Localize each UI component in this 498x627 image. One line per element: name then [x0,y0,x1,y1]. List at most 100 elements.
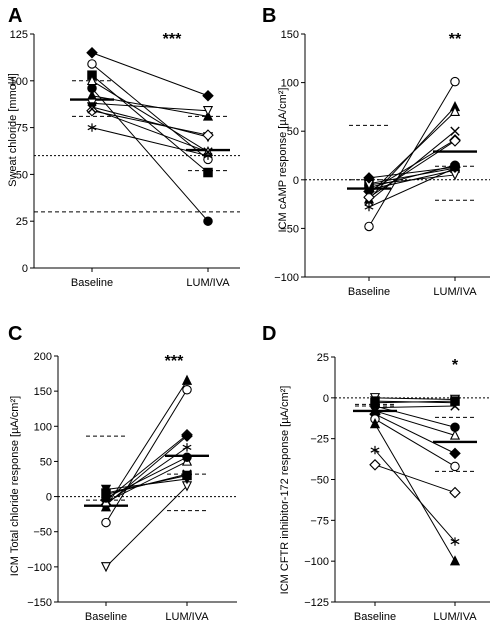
data-point-filled-inverted-triangle [100,484,112,495]
x-tick-label: LUM/IVA [186,277,230,289]
data-point-filled-circle [203,216,213,226]
data-point-filled-square [203,167,213,178]
data-point-filled-inverted-triangle [449,397,461,409]
y-axis-label: Sweat chloride [mmol/l] [7,73,19,187]
data-point-open-circle [450,76,460,87]
paired-line [368,174,456,186]
significance-marker: ** [449,31,462,48]
paired-line [374,464,456,494]
panel-a-sweat-chloride: A *** Sweat chloride [mmol/l] 0 25 50 75 100… [7,5,240,289]
data-point-star [203,151,213,160]
y-tick-label: 100 [10,76,28,88]
y-tick-label: −150 [27,597,52,609]
data-point-filled-diamond [202,89,214,102]
paired-line [105,380,188,508]
y-axis-label: ICM Total chloride response [µA/cm²] [9,396,21,576]
data-point-filled-triangle [449,555,461,566]
data-point-filled-triangle [181,374,193,385]
panel-b-icm-camp: B ** ICM cAMP response [µA/cm²] −100 −50 0… [262,5,490,298]
data-point-filled-inverted-triangle [369,396,381,407]
significance-marker: *** [165,353,184,370]
data-point-open-circle [364,221,374,232]
paired-line [91,80,209,153]
y-tick-label: −75 [310,515,329,527]
data-point-filled-circle [182,452,192,462]
x-tick-label: LUM/IVA [433,286,477,298]
paired-line [91,87,209,222]
data-point-filled-diamond [449,161,461,173]
y-tick-label: 100 [281,78,299,90]
data-point-cross [370,402,380,413]
data-point-filled-triangle [369,418,381,429]
y-tick-label: −50 [280,223,299,235]
paired-line [374,400,456,404]
panel-c-icm-total-chloride: C *** ICM Total chloride response [µA/cm… [8,323,237,623]
data-point-cross [182,469,192,479]
paired-line [105,485,188,568]
x-tick-label: Baseline [71,277,113,289]
paired-line [374,397,456,400]
y-tick-label: 0 [293,175,299,187]
y-tick-label: −100 [27,562,52,574]
x-tick-label: LUM/IVA [433,611,477,623]
data-point-filled-diamond [363,172,375,184]
data-point-star [87,123,97,132]
paired-line [91,108,209,153]
paired-line [374,449,456,542]
data-point-open-circle [101,517,111,528]
y-tick-label: 25 [317,352,329,364]
significance-marker: * [452,357,459,374]
paired-line [374,405,456,409]
paired-line [91,110,209,136]
data-point-cross [450,126,460,136]
data-point-star [450,537,460,546]
panel-letter: B [262,5,276,27]
y-tick-label: 75 [16,123,28,135]
paired-line [91,106,209,138]
paired-line [105,473,188,495]
panel-letter: A [8,5,22,27]
x-tick-label: Baseline [348,286,390,298]
panel-letter: C [8,323,22,345]
paired-line [91,102,209,112]
paired-line [374,410,456,436]
y-tick-label: 0 [323,393,329,405]
y-axis-label: ICM cAMP response [µA/cm²] [277,88,289,233]
data-point-open-diamond [449,135,461,147]
data-point-cross [101,489,111,500]
paired-line [368,167,456,185]
y-tick-label: −125 [304,597,329,609]
data-point-open-diamond [369,459,381,471]
y-tick-label: 100 [34,421,52,433]
y-tick-label: 25 [16,216,28,228]
data-point-star [182,443,192,452]
paired-line [91,52,209,97]
paired-line [368,111,456,195]
y-tick-label: 50 [16,169,28,181]
paired-line [374,418,456,467]
data-point-open-diamond [449,486,461,499]
y-axis-label: ICM CFTR inhibitor-172 response [µA/cm²] [279,386,291,595]
panel-letter: D [262,323,276,345]
paired-line [105,434,188,501]
y-tick-label: −50 [310,475,329,487]
paired-line [105,460,188,503]
paired-line [105,435,188,506]
data-point-open-inverted-triangle [202,106,214,117]
y-tick-label: 0 [46,492,52,504]
paired-line [374,423,456,562]
data-point-filled-diamond [449,447,461,460]
paired-line [368,81,456,227]
data-point-open-triangle [86,74,98,86]
data-point-open-diamond [86,104,98,117]
paired-line [368,166,456,179]
x-tick-label: Baseline [354,611,396,623]
data-point-open-diamond [363,191,375,204]
y-tick-label: 0 [22,263,28,275]
significance-marker: *** [163,31,182,48]
paired-line [374,413,456,454]
paired-line [105,389,188,523]
x-tick-label: LUM/IVA [165,611,209,623]
paired-line [91,63,209,160]
